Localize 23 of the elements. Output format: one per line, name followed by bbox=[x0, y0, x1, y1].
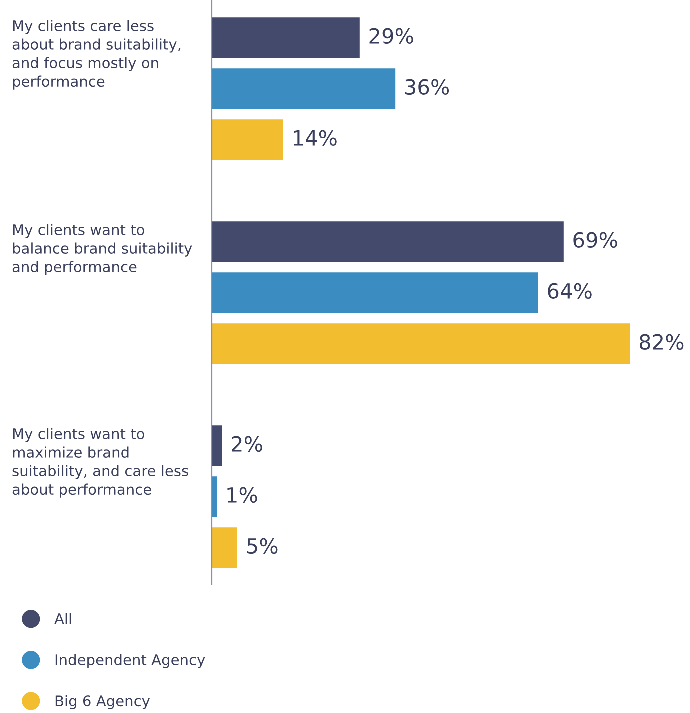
data-label: 36% bbox=[406, 79, 450, 96]
legend-label: Big 6 Agency bbox=[56, 695, 150, 710]
legend-label: Independent Agency bbox=[56, 654, 206, 668]
data-label: 29% bbox=[370, 28, 414, 44]
y-tick-label: My clients want to balance brand suitability and performance bbox=[12, 224, 192, 276]
y-tick-label: My clients care less about brand suitability, and focus mostly on performance bbox=[12, 20, 181, 90]
bar bbox=[212, 272, 538, 314]
data-label: 5% bbox=[247, 538, 278, 554]
y-tick-label: My clients want to maximize brand suitability, and care less about performance bbox=[12, 428, 188, 498]
bar bbox=[212, 18, 360, 58]
bar bbox=[212, 222, 564, 262]
data-label: 1% bbox=[228, 487, 258, 504]
data-label: 64% bbox=[548, 283, 592, 300]
legend-label: All bbox=[54, 613, 72, 624]
data-label: 82% bbox=[640, 334, 684, 350]
bar bbox=[212, 528, 238, 568]
bar bbox=[212, 68, 396, 110]
bar bbox=[212, 324, 630, 364]
data-label: 69% bbox=[574, 232, 618, 248]
data-label: 14% bbox=[294, 130, 337, 146]
bar bbox=[212, 426, 222, 466]
bar bbox=[212, 120, 284, 160]
data-label: 2% bbox=[232, 436, 262, 452]
